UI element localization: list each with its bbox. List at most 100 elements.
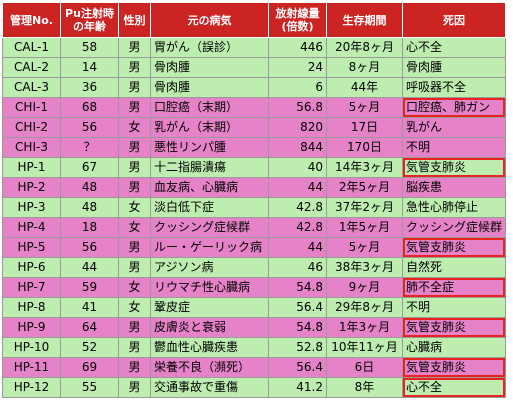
- table-row: HP-11 69 男栄養不良（瀕死） 56.4 6日 気管支肺炎: [2, 357, 507, 378]
- header-age: Pu注射時 の年齢: [60, 2, 119, 38]
- cell-id: HP-9: [2, 317, 61, 338]
- cell-survival: 8ヶ月: [326, 57, 403, 78]
- cell-sex: 女: [118, 277, 151, 298]
- cell-id: HP-5: [2, 237, 61, 258]
- cell-id: HP-4: [2, 217, 61, 238]
- cell-cause: 心臓病: [401, 337, 507, 358]
- cell-dose: 56.8: [268, 97, 327, 118]
- cell-survival: 6日: [326, 357, 403, 378]
- cell-survival: 2年5ヶ月: [326, 177, 403, 198]
- cell-dose: 41.2: [268, 377, 327, 398]
- cell-dose: 844: [268, 137, 327, 158]
- cell-survival: 14年3ヶ月: [326, 157, 403, 178]
- cell-cause: 不明: [401, 297, 507, 318]
- cell-age: 52: [60, 337, 119, 358]
- cell-age: 56: [60, 117, 119, 138]
- cell-dose: 56.4: [268, 357, 327, 378]
- cell-survival: 5ヶ月: [326, 237, 403, 258]
- cell-disease: 悪性リンパ腫: [150, 137, 269, 158]
- table-row: HP-5 56 男ルー・ゲーリック病 44 5ヶ月 気管支肺炎: [2, 237, 507, 258]
- cell-sex: 男: [118, 157, 151, 178]
- cell-cause: 不明: [401, 137, 507, 158]
- cell-disease: 骨肉腫: [150, 57, 269, 78]
- header-row: 管理No. Pu注射時 の年齢 性別 元の病気 放射線量 (倍数) 生存期間 死…: [2, 2, 507, 38]
- cell-sex: 男: [118, 377, 151, 398]
- cell-disease: ルー・ゲーリック病: [150, 237, 269, 258]
- cell-id: CHI-1: [2, 97, 61, 118]
- cell-dose: 40: [268, 157, 327, 178]
- cell-dose: 54.8: [268, 317, 327, 338]
- table-row: CHI-3？男悪性リンパ腫 844 170日 不明: [2, 137, 507, 158]
- cell-disease: 交通事故で重傷: [150, 377, 269, 398]
- cell-cause: 自然死: [401, 257, 507, 278]
- cell-sex: 男: [118, 257, 151, 278]
- cell-age: 14: [60, 57, 119, 78]
- cell-id: CAL-1: [2, 37, 61, 58]
- cell-cause: 心不全: [401, 377, 507, 398]
- cell-age: 48: [60, 197, 119, 218]
- cell-disease: アジソン病: [150, 257, 269, 278]
- cell-cause: 心不全: [401, 37, 507, 58]
- table-row: HP-8 41 女鞏皮症 56.4 29年8ヶ月 不明: [2, 297, 507, 318]
- table-row: HP-12 55 男交通事故で重傷 41.2 8年 心不全: [2, 377, 507, 398]
- cell-id: CHI-2: [2, 117, 61, 138]
- cell-dose: 820: [268, 117, 327, 138]
- cell-age: 59: [60, 277, 119, 298]
- cell-cause: 骨肉腫: [401, 57, 507, 78]
- cell-age: 44: [60, 257, 119, 278]
- cell-sex: 女: [118, 297, 151, 318]
- cell-cause: 気管支肺炎: [401, 157, 507, 178]
- cell-id: HP-1: [2, 157, 61, 178]
- cell-dose: 24: [268, 57, 327, 78]
- cell-age: 36: [60, 77, 119, 98]
- table-row: HP-2 48 男血友病、心臓病 44 2年5ヶ月 脳疾患: [2, 177, 507, 198]
- cell-id: CHI-3: [2, 137, 61, 158]
- cell-disease: リウマチ性心臓病: [150, 277, 269, 298]
- table-row: CAL-2 14 男骨肉腫 24 8ヶ月 骨肉腫: [2, 57, 507, 78]
- cell-survival: 37年2ヶ月: [326, 197, 403, 218]
- cell-disease: 乳がん（末期）: [150, 117, 269, 138]
- table-row: HP-10 52 男鬱血性心臓疾患 52.8 10年11ヶ月 心臓病: [2, 337, 507, 358]
- cell-disease: 淡白低下症: [150, 197, 269, 218]
- cell-age: 69: [60, 357, 119, 378]
- table-row: CHI-2 56 女乳がん（末期） 820 17日 乳がん: [2, 117, 507, 138]
- cell-survival: 9ヶ月: [326, 277, 403, 298]
- cell-dose: 44: [268, 237, 327, 258]
- cell-sex: 男: [118, 337, 151, 358]
- cell-dose: 42.8: [268, 217, 327, 238]
- cell-cause: 気管支肺炎: [401, 357, 507, 378]
- patient-table: 管理No. Pu注射時 の年齢 性別 元の病気 放射線量 (倍数) 生存期間 死…: [2, 2, 507, 398]
- cell-sex: 女: [118, 197, 151, 218]
- cell-id: HP-3: [2, 197, 61, 218]
- cell-age: 56: [60, 237, 119, 258]
- cell-age: 67: [60, 157, 119, 178]
- cell-disease: 骨肉腫: [150, 77, 269, 98]
- cell-sex: 男: [118, 97, 151, 118]
- cell-disease: 鞏皮症: [150, 297, 269, 318]
- cell-dose: 42.8: [268, 197, 327, 218]
- cell-sex: 男: [118, 57, 151, 78]
- cell-id: HP-12: [2, 377, 61, 398]
- cell-survival: 170日: [326, 137, 403, 158]
- cell-disease: 口腔癌（末期）: [150, 97, 269, 118]
- cell-survival: 38年3ヶ月: [326, 257, 403, 278]
- cell-disease: クッシング症候群: [150, 217, 269, 238]
- cell-age: 68: [60, 97, 119, 118]
- cell-survival: 1年5ヶ月: [326, 217, 403, 238]
- cell-dose: 56.4: [268, 297, 327, 318]
- cell-id: HP-6: [2, 257, 61, 278]
- cell-dose: 446: [268, 37, 327, 58]
- table-row: CAL-1 58 男胃がん（誤診） 446 20年8ヶ月 心不全: [2, 37, 507, 58]
- cell-sex: 男: [118, 37, 151, 58]
- table-row: HP-1 67 男十二指腸潰瘍 40 14年3ヶ月 気管支肺炎: [2, 157, 507, 178]
- cell-id: CAL-3: [2, 77, 61, 98]
- cell-dose: 6: [268, 77, 327, 98]
- cell-cause: 脳疾患: [401, 177, 507, 198]
- cell-dose: 52.8: [268, 337, 327, 358]
- cell-cause: クッシング症候群: [401, 217, 507, 238]
- cell-cause: 口腔癌、肺ガン: [401, 97, 507, 118]
- cell-id: HP-2: [2, 177, 61, 198]
- cell-disease: 血友病、心臓病: [150, 177, 269, 198]
- cell-age: 55: [60, 377, 119, 398]
- cell-survival: 5ヶ月: [326, 97, 403, 118]
